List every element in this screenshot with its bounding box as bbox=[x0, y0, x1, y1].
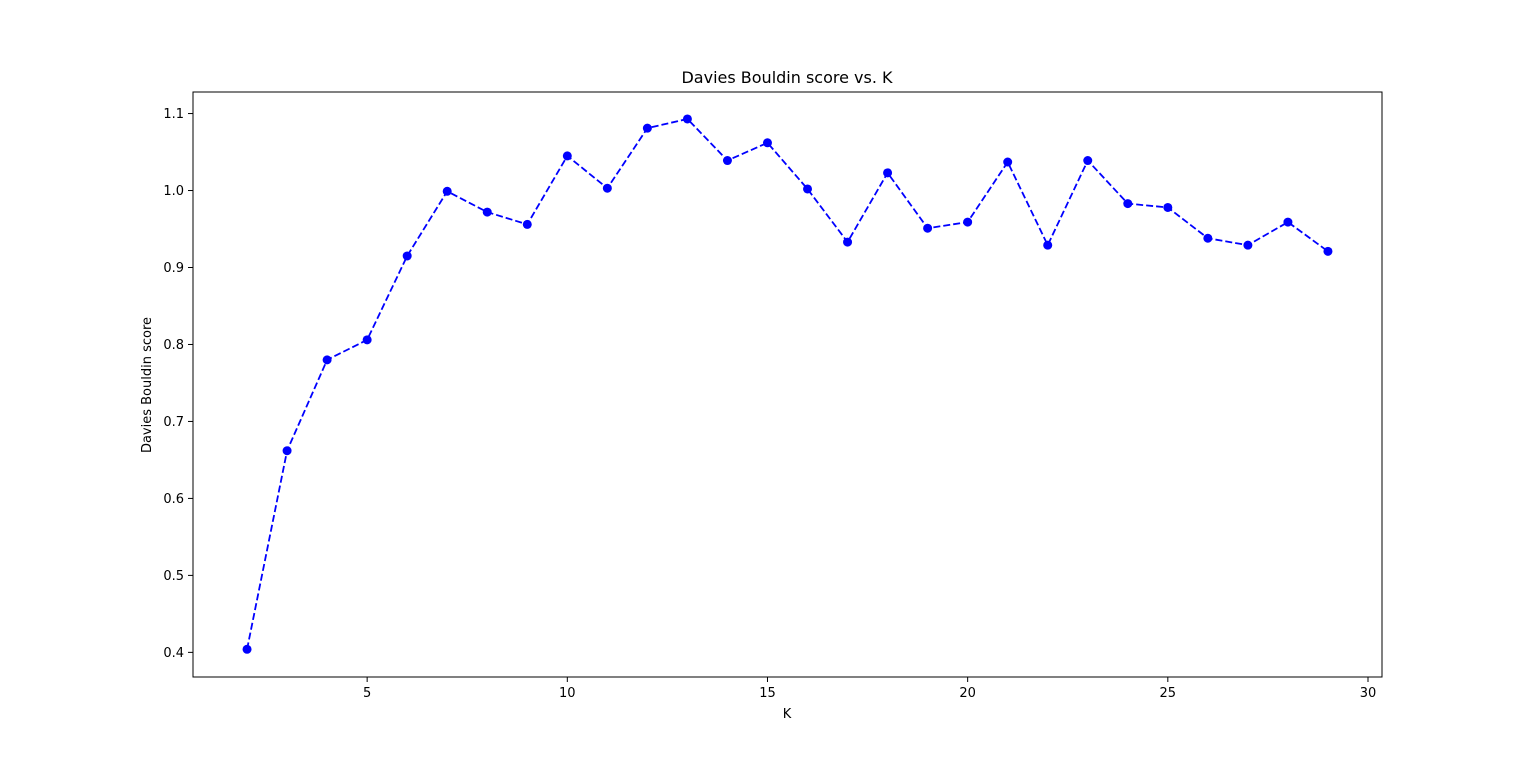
data-point bbox=[362, 335, 372, 345]
y-tick-label: 0.6 bbox=[163, 492, 184, 507]
x-axis-label: K bbox=[783, 707, 792, 722]
y-tick-label: 0.5 bbox=[163, 569, 184, 584]
y-tick-label: 1.1 bbox=[163, 107, 184, 122]
y-tick-label: 0.8 bbox=[163, 338, 184, 353]
data-point bbox=[1243, 240, 1253, 250]
data-point bbox=[1163, 202, 1173, 212]
data-point bbox=[1123, 199, 1133, 209]
x-tick-label: 10 bbox=[559, 686, 576, 701]
chart-title: Davies Bouldin score vs. K bbox=[681, 68, 893, 87]
data-point bbox=[402, 251, 412, 261]
data-point bbox=[1003, 157, 1013, 167]
y-tick-label: 1.0 bbox=[163, 184, 184, 199]
data-point bbox=[282, 446, 292, 456]
data-point bbox=[642, 123, 652, 133]
data-point bbox=[1043, 240, 1053, 250]
data-point bbox=[602, 183, 612, 193]
x-tick-label: 15 bbox=[759, 686, 776, 701]
data-point bbox=[722, 156, 732, 166]
data-point bbox=[1203, 233, 1213, 243]
x-tick-label: 30 bbox=[1360, 686, 1377, 701]
x-tick-label: 5 bbox=[363, 686, 371, 701]
data-point bbox=[682, 114, 692, 124]
data-point bbox=[242, 644, 252, 654]
data-point bbox=[963, 217, 973, 227]
plot-area: 5 10 15 20 25 30 0.4 0.5 0.6 0.7 0.8 0.9 1.0 1.1 bbox=[163, 91, 1383, 701]
data-point bbox=[322, 355, 332, 365]
y-tick-label: 0.9 bbox=[163, 261, 184, 276]
data-point bbox=[1323, 246, 1333, 256]
y-tick-label: 0.7 bbox=[163, 415, 184, 430]
data-point bbox=[883, 168, 893, 178]
data-point bbox=[522, 219, 532, 229]
data-point bbox=[762, 138, 772, 148]
data-point bbox=[442, 186, 452, 196]
data-point bbox=[1083, 156, 1093, 166]
x-tick-label: 25 bbox=[1160, 686, 1177, 701]
y-axis-label: Davies Bouldin score bbox=[140, 317, 155, 453]
data-point bbox=[803, 184, 813, 194]
data-point bbox=[1283, 217, 1293, 227]
series-line bbox=[246, 117, 1329, 650]
data-point bbox=[923, 223, 933, 233]
data-point bbox=[562, 151, 572, 161]
data-point bbox=[482, 207, 492, 217]
x-tick-label: 20 bbox=[959, 686, 976, 701]
data-point bbox=[843, 237, 853, 247]
y-tick-label: 0.4 bbox=[163, 646, 184, 661]
axes-frame bbox=[192, 91, 1383, 678]
